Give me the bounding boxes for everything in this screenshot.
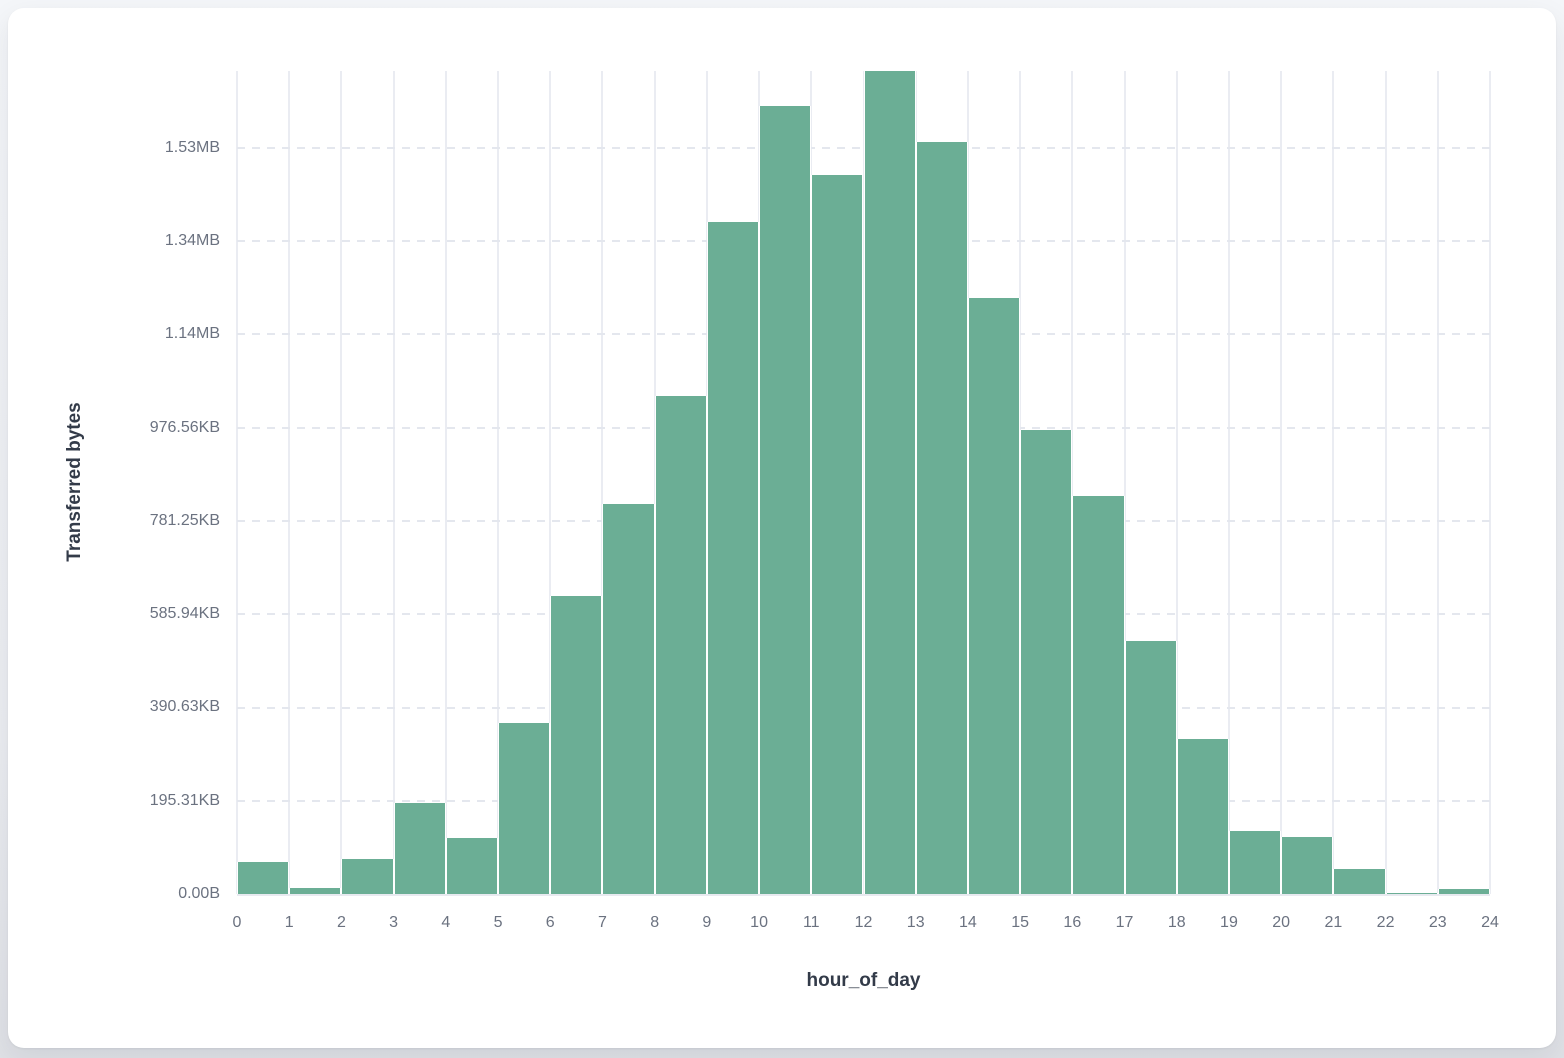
v-gridline xyxy=(340,71,343,894)
x-tick-label: 1 xyxy=(284,914,294,931)
y-tick-label: 585.94KB xyxy=(149,605,220,623)
y-tick-label: 976.56KB xyxy=(149,418,220,436)
bar-hour-19[interactable] xyxy=(1228,830,1282,894)
x-tick-label: 12 xyxy=(854,914,873,931)
bar-hour-18[interactable] xyxy=(1176,739,1229,894)
x-tick-label: 0 xyxy=(232,914,242,931)
bar-hour-6[interactable] xyxy=(550,596,603,894)
bar-hour-3[interactable] xyxy=(393,802,446,894)
v-gridline xyxy=(444,71,447,894)
bar-hour-13[interactable] xyxy=(915,142,968,894)
x-tick-label: 21 xyxy=(1324,914,1343,931)
x-tick-label: 6 xyxy=(545,914,555,931)
v-gridline xyxy=(1123,71,1126,894)
bar-hour-4[interactable] xyxy=(445,837,499,894)
chart-card: Transferred bytes hour_of_day 0.00B 195.3… xyxy=(8,8,1556,1048)
v-gridline xyxy=(288,71,291,894)
x-tick-label: 16 xyxy=(1063,914,1082,931)
v-gridline xyxy=(1175,71,1178,894)
x-tick-label: 23 xyxy=(1428,914,1447,931)
bar-hour-2[interactable] xyxy=(341,859,394,894)
bar-hour-7[interactable] xyxy=(602,504,655,894)
y-tick-label: 1.53MB xyxy=(164,138,220,156)
v-gridline xyxy=(497,71,500,894)
x-tick-label: 8 xyxy=(650,914,660,931)
bar-hour-12[interactable] xyxy=(863,71,916,894)
x-tick-label: 9 xyxy=(702,914,712,931)
v-gridline xyxy=(549,71,552,894)
x-axis-title: hour_of_day xyxy=(806,970,921,991)
y-tick-label: 195.31KB xyxy=(149,791,220,809)
y-tick-label: 1.14MB xyxy=(164,325,220,343)
v-gridline xyxy=(392,71,395,894)
bar-hour-11[interactable] xyxy=(811,174,864,894)
v-gridline xyxy=(1332,71,1335,894)
bar-hour-20[interactable] xyxy=(1281,837,1334,894)
bar-hour-8[interactable] xyxy=(654,396,707,894)
x-tick-label: 4 xyxy=(441,914,451,931)
y-tick-label: 1.34MB xyxy=(164,232,220,250)
v-gridline xyxy=(1436,71,1439,894)
v-gridline xyxy=(1384,71,1387,894)
y-tick-label: 781.25KB xyxy=(149,511,220,529)
bar-hour-10[interactable] xyxy=(759,106,812,894)
v-gridline xyxy=(601,71,604,894)
x-tick-label: 11 xyxy=(802,914,820,931)
bar-hour-0[interactable] xyxy=(237,861,290,894)
x-tick-label: 2 xyxy=(336,914,346,931)
v-gridline xyxy=(1489,71,1491,894)
x-tick-label: 20 xyxy=(1272,914,1291,931)
y-tick-label: 0.00B xyxy=(178,885,220,902)
v-gridline xyxy=(236,71,238,894)
bar-hour-21[interactable] xyxy=(1333,868,1386,894)
x-tick-label: 18 xyxy=(1167,914,1186,931)
x-tick-label: 13 xyxy=(906,914,925,931)
x-tick-label: 17 xyxy=(1115,914,1134,931)
bar-hour-15[interactable] xyxy=(1020,430,1073,894)
plot-area xyxy=(236,71,1491,896)
v-gridline xyxy=(1227,71,1230,894)
x-tick-label: 15 xyxy=(1011,914,1030,931)
x-tick-label: 24 xyxy=(1481,914,1499,931)
x-tick-label: 19 xyxy=(1220,914,1238,931)
x-tick-label: 7 xyxy=(598,914,607,931)
x-tick-label: 14 xyxy=(959,914,977,931)
bar-hour-5[interactable] xyxy=(498,723,551,894)
x-tick-label: 3 xyxy=(389,914,399,931)
bar-hour-9[interactable] xyxy=(706,222,760,894)
bar-hour-17[interactable] xyxy=(1124,641,1177,894)
bar-hour-1[interactable] xyxy=(289,887,342,894)
x-tick-label: 10 xyxy=(750,914,768,931)
bar-hour-23[interactable] xyxy=(1437,888,1490,894)
v-gridline xyxy=(1280,71,1283,894)
v-gridline xyxy=(1071,71,1074,894)
bar-hour-16[interactable] xyxy=(1072,495,1125,894)
x-tick-label: 22 xyxy=(1376,914,1395,931)
bar-hour-14[interactable] xyxy=(967,298,1021,894)
y-tick-label: 390.63KB xyxy=(149,698,220,716)
x-tick-label: 5 xyxy=(493,914,503,931)
bar-hour-22[interactable] xyxy=(1385,892,1438,894)
